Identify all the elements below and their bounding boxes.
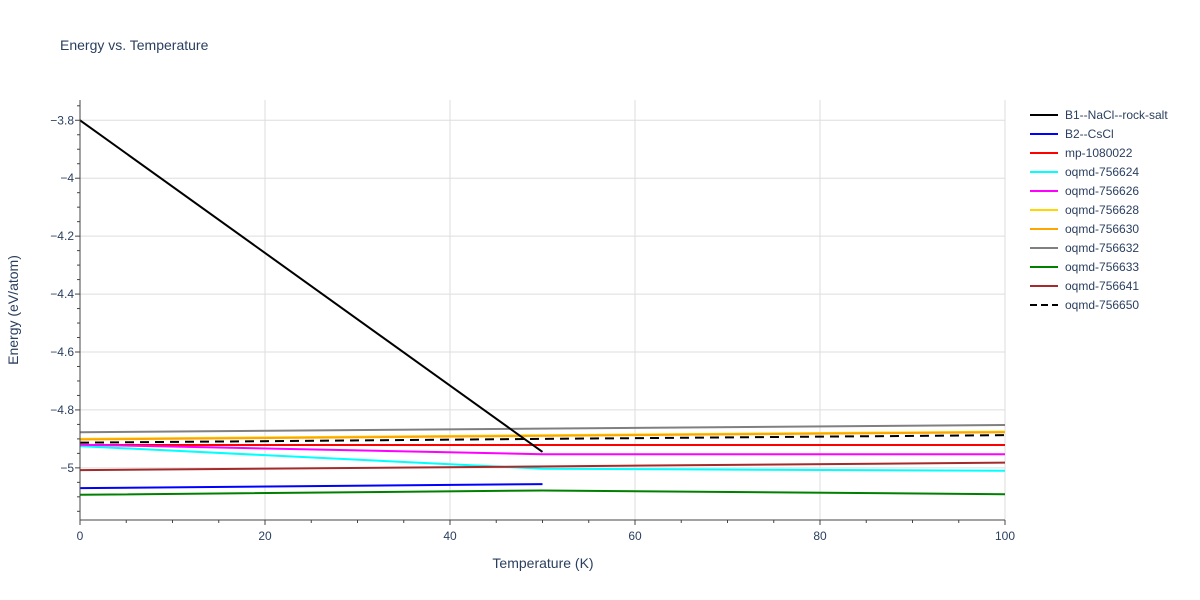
x-tick-label: 100 — [995, 529, 1015, 543]
legend-item[interactable]: oqmd-756624 — [1030, 165, 1139, 179]
legend-label: oqmd-756624 — [1065, 165, 1139, 179]
legend-item[interactable]: oqmd-756630 — [1030, 222, 1139, 236]
x-tick-label: 0 — [77, 529, 84, 543]
legend-label: oqmd-756632 — [1065, 241, 1139, 255]
series-line-b2-cscl[interactable] — [79, 483, 543, 490]
y-axis-title: Energy (eV/atom) — [5, 255, 21, 365]
legend-item[interactable]: mp-1080022 — [1030, 146, 1133, 160]
y-tick-label: −4.8 — [50, 403, 74, 417]
y-tick-label: −4.4 — [50, 287, 74, 301]
axes-layer: 0 20 40 60 80 100 −3.8 −4 −4.2 −4.4 −4.6 −4.8 −5 — [50, 100, 1015, 543]
legend-label: B2--CsCl — [1065, 127, 1114, 141]
y-tick-label: −4.6 — [50, 345, 74, 359]
legend-label: oqmd-756628 — [1065, 203, 1139, 217]
x-tick-label: 20 — [258, 529, 272, 543]
legend-item[interactable]: B1--NaCl--rock-salt — [1030, 108, 1168, 122]
series-line-oqmd-756641[interactable] — [79, 461, 1006, 472]
legend-label: mp-1080022 — [1065, 146, 1133, 160]
x-axis-title: Temperature (K) — [492, 555, 593, 571]
series-line-b1-nacl-rock-salt[interactable] — [79, 119, 544, 453]
legend-label: oqmd-756630 — [1065, 222, 1139, 236]
legend-item[interactable]: oqmd-756633 — [1030, 260, 1139, 274]
x-tick-label: 80 — [813, 529, 827, 543]
legend-item[interactable]: oqmd-756641 — [1030, 279, 1139, 293]
y-tick-label: −4.2 — [50, 229, 74, 243]
series-line-oqmd-756626[interactable] — [79, 443, 1005, 456]
series-line-oqmd-756630[interactable] — [79, 431, 1006, 441]
x-tick-label: 60 — [628, 529, 642, 543]
legend-item[interactable]: oqmd-756628 — [1030, 203, 1139, 217]
legend[interactable]: B1--NaCl--rock-salt B2--CsCl mp-1080022 oqm… — [1030, 108, 1168, 312]
y-tick-label: −5 — [60, 461, 74, 475]
legend-item[interactable]: oqmd-756650 — [1030, 298, 1139, 312]
legend-item[interactable]: oqmd-756626 — [1030, 184, 1139, 198]
legend-label: oqmd-756626 — [1065, 184, 1139, 198]
legend-item[interactable]: oqmd-756632 — [1030, 241, 1139, 255]
legend-label: oqmd-756641 — [1065, 279, 1139, 293]
series-line-oqmd-756633[interactable] — [79, 489, 1006, 496]
legend-label: B1--NaCl--rock-salt — [1065, 108, 1168, 122]
y-tick-label: −4 — [60, 171, 74, 185]
series-layer — [79, 119, 1006, 496]
legend-label: oqmd-756650 — [1065, 298, 1139, 312]
series-line-oqmd-756650[interactable] — [79, 434, 1006, 444]
chart-title: Energy vs. Temperature — [60, 37, 209, 53]
series-line-oqmd-756632[interactable] — [79, 423, 1006, 434]
legend-item[interactable]: B2--CsCl — [1030, 127, 1114, 141]
grid-layer — [80, 100, 1006, 520]
legend-label: oqmd-756633 — [1065, 260, 1139, 274]
series-line-oqmd-756624[interactable] — [79, 445, 1006, 472]
y-tick-label: −3.8 — [50, 113, 74, 127]
x-tick-label: 40 — [443, 529, 457, 543]
